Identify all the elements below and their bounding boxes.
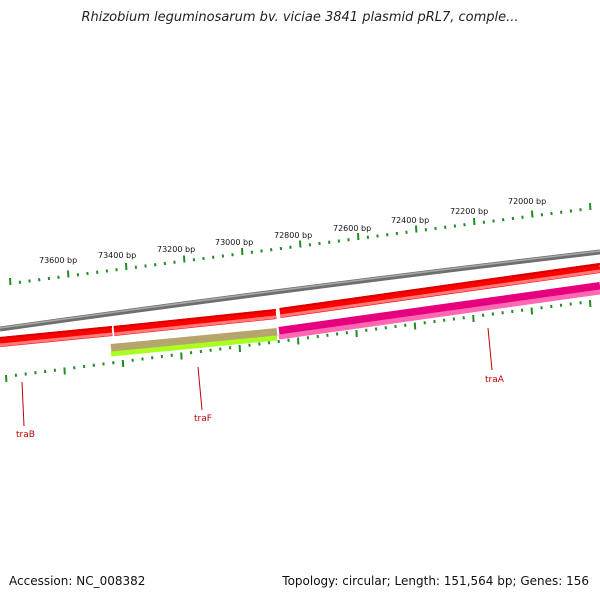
ruler-label: 72200 bp [450, 207, 488, 216]
inner-tick-ruler [5, 299, 592, 383]
ruler-label: 73400 bp [98, 251, 136, 260]
ruler-label: 73600 bp [39, 256, 77, 265]
reverse-gene-track [110, 282, 600, 357]
traF-leader-line [197, 366, 203, 411]
outer-tick-ruler [9, 202, 592, 286]
ruler-labels: 73600 bp 73400 bp 73200 bp 73000 bp 7280… [39, 197, 546, 265]
gene-labels: traB traF traA [16, 327, 505, 440]
gene-traA-feature[interactable] [278, 282, 600, 335]
gene-traF-feature[interactable] [110, 328, 278, 352]
gene-label-traB[interactable]: traB [16, 430, 35, 440]
gene-label-traF[interactable]: traF [194, 414, 212, 424]
cds-feature-shading [0, 269, 600, 347]
gene-traA-lower [278, 289, 600, 340]
backbone-track [0, 249, 600, 332]
ruler-label: 72800 bp [274, 231, 312, 240]
cds-feature[interactable] [113, 309, 277, 336]
forward-cds-track [0, 263, 600, 347]
cds-feature[interactable] [0, 326, 113, 347]
topology-summary: Topology: circular; Length: 151,564 bp; … [282, 574, 589, 588]
map-title: Rhizobium leguminosarum bv. viciae 3841 … [81, 10, 519, 25]
cds-feature[interactable] [279, 263, 600, 318]
traA-leader-line [487, 327, 493, 371]
cds-feature-shading [0, 263, 600, 339]
gene-traF-lower [110, 335, 278, 357]
accession-text: Accession: NC_008382 [9, 574, 146, 588]
ruler-label: 73200 bp [157, 245, 195, 254]
gene-label-traA[interactable]: traA [485, 375, 505, 385]
backbone-highlight [0, 250, 600, 329]
ruler-label: 72000 bp [508, 197, 546, 206]
traB-leader-line [21, 381, 25, 427]
ruler-label: 73000 bp [215, 238, 253, 247]
ruler-label: 72600 bp [333, 224, 371, 233]
ruler-label: 72400 bp [391, 216, 429, 225]
